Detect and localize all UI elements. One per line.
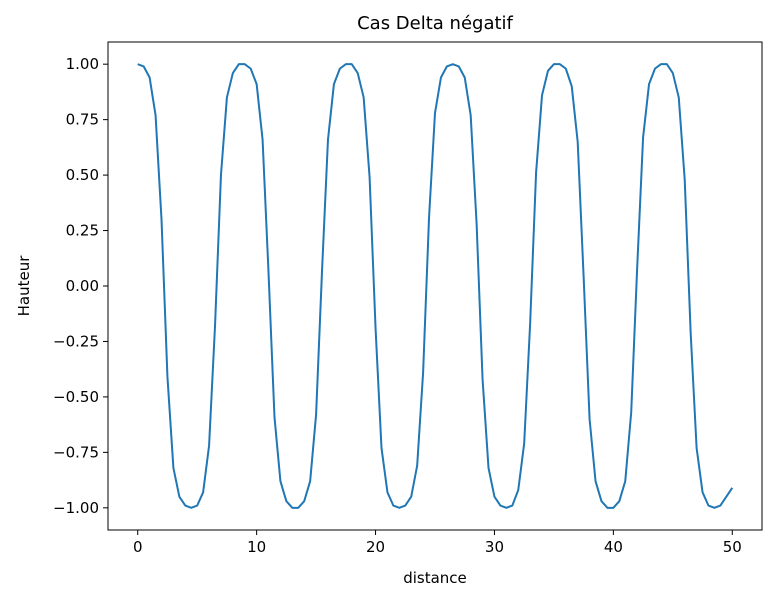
y-tick-label: −0.75 (53, 443, 99, 461)
y-tick-label: 0.25 (66, 222, 99, 240)
plot-frame (107, 41, 763, 531)
y-tick-label: 0.50 (66, 166, 99, 184)
y-tick-label: −0.25 (53, 332, 99, 350)
y-tick-label: 0.75 (66, 111, 99, 129)
y-tick-label: −1.00 (53, 499, 99, 517)
y-tick-label: 1.00 (66, 55, 99, 73)
x-tick-label: 0 (133, 538, 143, 556)
x-tick-label: 50 (723, 538, 742, 556)
x-tick-label: 40 (604, 538, 623, 556)
y-tick-label: 0.00 (66, 277, 99, 295)
x-axis-label: distance (403, 569, 467, 587)
y-axis-label: Hauteur (15, 255, 33, 317)
y-tick-label: −0.50 (53, 388, 99, 406)
x-tick-label: 20 (366, 538, 385, 556)
x-tick-label: 10 (247, 538, 266, 556)
chart-title: Cas Delta négatif (357, 13, 513, 34)
x-tick-label: 30 (485, 538, 504, 556)
line (137, 63, 734, 509)
